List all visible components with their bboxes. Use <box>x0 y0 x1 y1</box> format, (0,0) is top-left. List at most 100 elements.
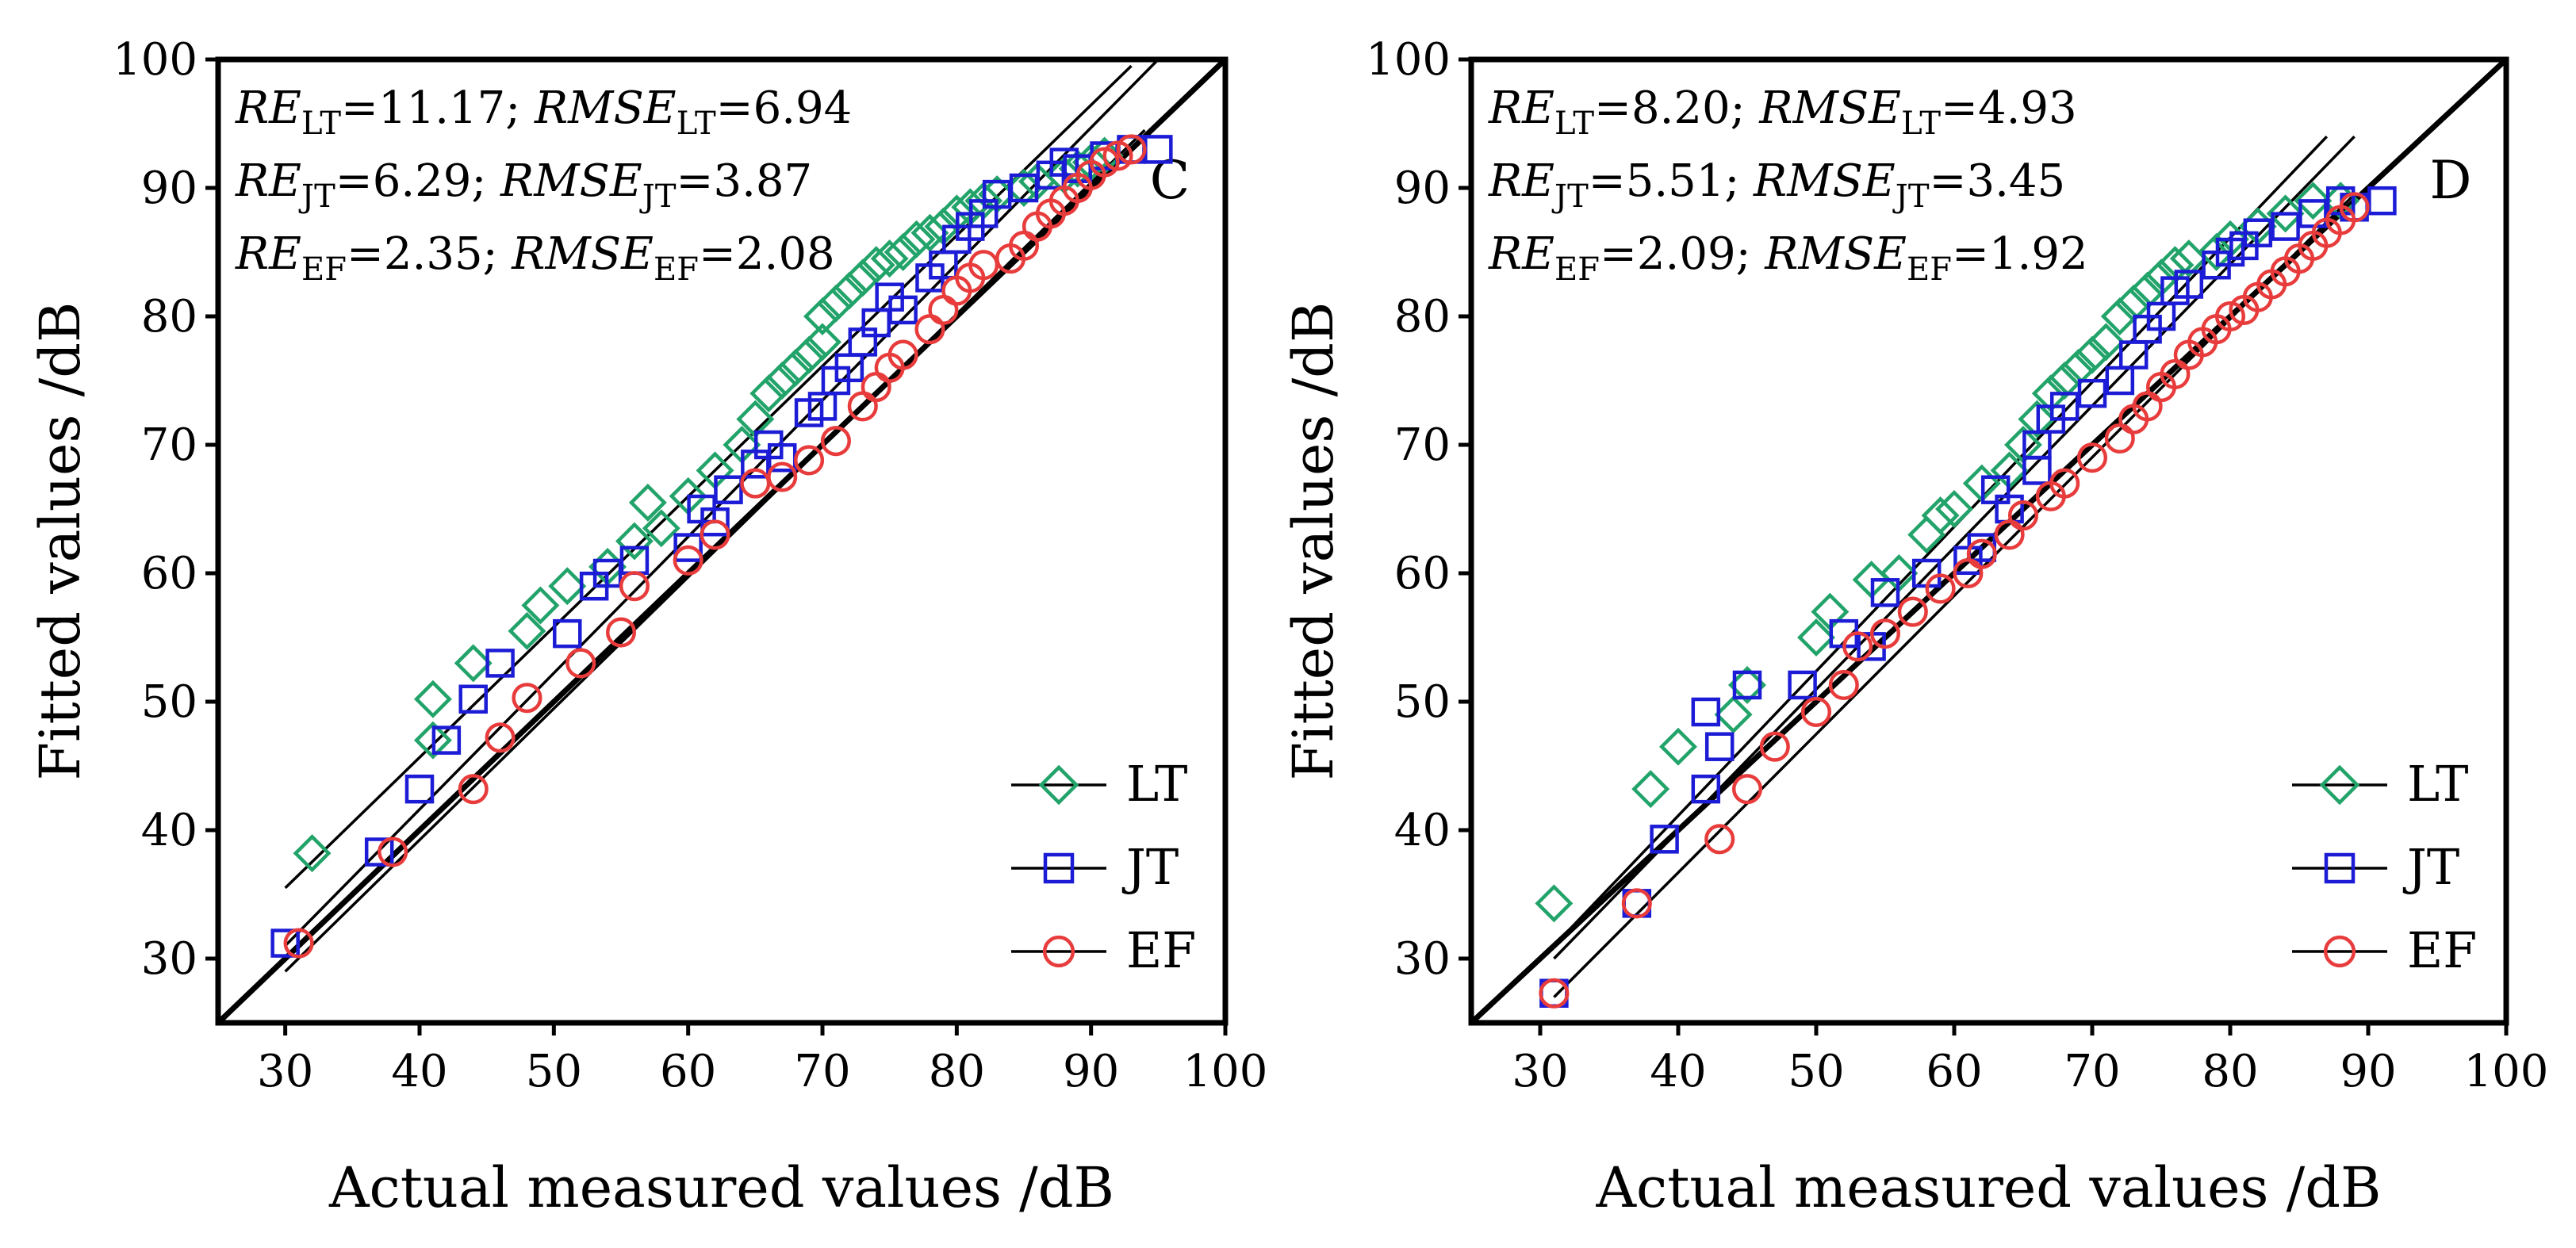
data-point-lt <box>521 586 560 625</box>
data-point-jt <box>1870 578 1900 607</box>
data-point-lt <box>897 220 936 258</box>
y-tick-label: 80 <box>1394 291 1451 343</box>
data-point-ef <box>673 545 703 576</box>
re-value: =2.35; <box>347 228 512 280</box>
stats-line-lt: RELT=8.20; RMSELT=4.93 <box>1488 82 2077 142</box>
data-point-ef <box>1800 696 1832 728</box>
x-tick-label: 100 <box>2464 1046 2549 1097</box>
data-point-ef <box>820 426 851 457</box>
data-point-lt <box>2045 362 2084 400</box>
re-subscript: LT <box>1554 105 1594 142</box>
x-tick-label: 60 <box>1926 1046 1982 1097</box>
re-label: RE <box>235 82 301 134</box>
data-point-lt <box>628 483 667 522</box>
data-point-lt <box>642 509 680 548</box>
data-point-lt <box>857 246 895 285</box>
rmse-value: =2.08 <box>699 228 835 280</box>
x-tick-label: 40 <box>391 1046 447 1097</box>
data-point-lt <box>803 323 841 362</box>
data-point-lt <box>548 567 587 606</box>
data-point-jt <box>2298 199 2328 228</box>
legend-marker-ef <box>1042 935 1075 968</box>
data-point-jt <box>2049 392 2080 421</box>
re-label: RE <box>1488 155 1554 207</box>
data-point-lt <box>2087 323 2126 362</box>
legend-marker-ef <box>2323 935 2356 968</box>
stats-line-ef: REEF=2.35; RMSEEF=2.08 <box>235 228 835 288</box>
data-point-ef <box>1704 824 1735 855</box>
y-tick-label: 60 <box>1394 548 1451 599</box>
data-point-ef <box>378 836 408 867</box>
data-point-ef <box>283 928 314 959</box>
data-point-jt <box>673 533 703 562</box>
data-point-lt <box>2100 297 2139 335</box>
data-point-ef <box>1869 618 1901 649</box>
y-tick-label: 100 <box>1366 34 1451 86</box>
data-point-jt <box>1650 825 1679 854</box>
data-point-jt <box>1732 670 1762 700</box>
x-tick-label: 30 <box>257 1046 313 1097</box>
data-point-ef <box>1621 888 1652 919</box>
re-value: =6.29; <box>335 155 500 207</box>
plot-frame <box>215 56 1229 1026</box>
data-point-ef <box>1539 978 1570 1009</box>
data-point-ef <box>700 519 730 550</box>
data-point-ef <box>619 571 650 602</box>
x-tick-label: 70 <box>794 1046 850 1097</box>
data-point-ef <box>485 722 516 753</box>
data-point-ef <box>565 648 596 679</box>
x-tick-label: 70 <box>2064 1046 2120 1097</box>
rmse-label: RMSE <box>500 155 642 207</box>
re-label: RE <box>235 228 301 280</box>
legend-label-ef: EF <box>1126 921 1196 979</box>
x-tick-label: 100 <box>1183 1046 1268 1097</box>
stats-line-jt: REJT=5.51; RMSEJT=3.45 <box>1488 155 2065 215</box>
data-point-ef <box>605 617 637 648</box>
y-tick-label: 100 <box>113 34 197 86</box>
data-point-ef <box>1966 538 1997 569</box>
y-tick-label: 70 <box>141 419 197 471</box>
data-point-lt <box>293 834 332 873</box>
data-point-lt <box>1797 618 1835 657</box>
y-tick-label: 30 <box>1394 933 1451 985</box>
data-point-jt <box>2367 186 2397 216</box>
stats-line-lt: RELT=11.17; RMSELT=6.94 <box>235 82 852 142</box>
rmse-subscript: LT <box>1901 105 1941 142</box>
re-subscript: LT <box>301 105 341 142</box>
re-subscript: JT <box>298 178 335 215</box>
data-point-jt <box>714 475 743 504</box>
data-point-lt <box>1714 695 1753 734</box>
data-point-jt <box>1691 774 1721 804</box>
series-lt <box>1535 182 2360 923</box>
data-point-jt <box>2105 366 2135 396</box>
stats-line-jt: REJT=6.29; RMSEJT=3.87 <box>235 155 812 215</box>
series-ef <box>1539 192 2370 1009</box>
rmse-label: RMSE <box>1764 228 1907 280</box>
data-point-jt <box>888 295 918 325</box>
rmse-label: RMSE <box>1753 155 1896 207</box>
data-point-jt <box>2174 270 2204 299</box>
re-subscript: EF <box>301 251 347 288</box>
data-point-jt <box>1704 732 1735 761</box>
stats-line-ef: REEF=2.09; RMSEEF=1.92 <box>1488 228 2088 288</box>
data-point-jt <box>458 684 488 714</box>
data-point-jt <box>1691 697 1721 727</box>
y-tick-label: 80 <box>141 291 197 343</box>
x-tick-label: 60 <box>660 1046 716 1097</box>
data-point-ef <box>1925 573 1956 604</box>
data-point-ef <box>2076 442 2108 473</box>
re-value: =8.20; <box>1594 82 1759 134</box>
data-point-jt <box>2077 378 2107 408</box>
data-point-ef <box>928 294 959 325</box>
data-point-ef <box>740 468 771 499</box>
y-tick-label: 40 <box>141 805 197 856</box>
chart-panel-c: 30 40 50 60 70 80 90 100 30 40 50 60 70 80 90 100 Actual… <box>28 34 1267 1220</box>
data-point-lt <box>816 284 855 323</box>
data-point-lt <box>413 721 452 760</box>
data-point-ef <box>458 774 489 805</box>
y-tick-label: 70 <box>1394 419 1451 471</box>
data-point-lt <box>2266 194 2305 233</box>
legend-label-lt: LT <box>1126 755 1187 813</box>
x-axis-label: Actual measured values /dB <box>328 1155 1114 1220</box>
x-tick-label: 30 <box>1512 1046 1568 1097</box>
